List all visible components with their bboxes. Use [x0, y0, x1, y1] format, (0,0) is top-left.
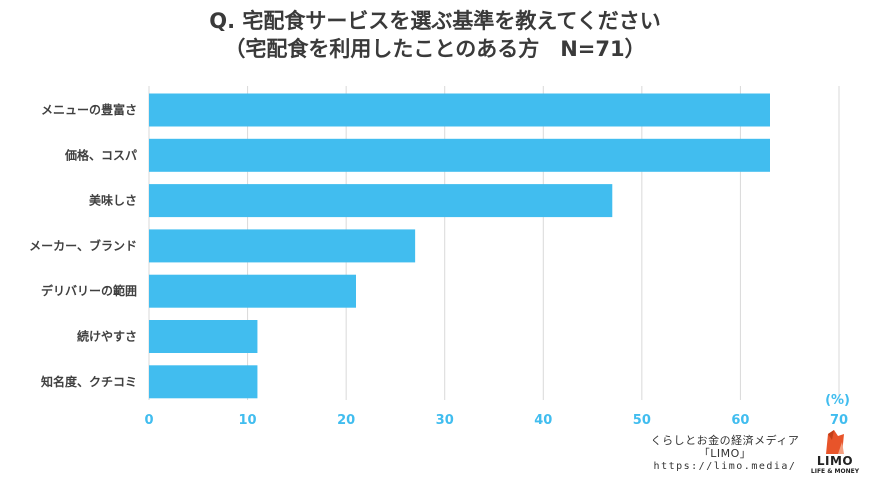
chart-title: Q. 宅配食サービスを選ぶ基準を教えてください [209, 9, 661, 33]
logo-subtext: LIFE & MONEY [810, 468, 860, 475]
x-tick-label: 60 [731, 413, 749, 428]
footer-brand: 「LIMO」 [698, 447, 752, 460]
bar [149, 138, 770, 172]
bar [149, 320, 258, 353]
x-tick-label: 30 [436, 413, 454, 428]
limo-logo: LIMO LIFE & MONEY [810, 428, 860, 480]
bar [149, 365, 258, 399]
x-tick-label: 50 [633, 413, 651, 428]
fox-icon [826, 430, 844, 454]
bar [149, 184, 613, 218]
category-label: 知名度、クチコミ [40, 374, 137, 389]
footer-url[interactable]: https://limo.media/ [653, 461, 797, 472]
x-tick-label: 0 [144, 413, 153, 428]
unit-label: (%) [825, 393, 850, 408]
bar [149, 274, 356, 308]
x-tick-label: 10 [239, 413, 257, 428]
footer-tagline: くらしとお金の経済メディア [650, 434, 800, 447]
footer: くらしとお金の経済メディア 「LIMO」 https://limo.media/ [640, 434, 810, 473]
x-tick-label: 70 [830, 413, 848, 428]
category-label: メニューの豊富さ [41, 102, 137, 117]
x-tick-label: 20 [337, 413, 355, 428]
category-label: 価格、コスパ [64, 147, 137, 162]
bar [149, 93, 770, 127]
bar [149, 229, 416, 263]
logo-text: LIMO [816, 454, 854, 468]
category-label: 美味しさ [89, 193, 137, 208]
chart-subtitle: （宅配食を利用したことのある方 N=71） [224, 37, 646, 61]
category-label: 続けやすさ [77, 329, 137, 344]
category-label: デリバリーの範囲 [41, 283, 137, 298]
x-tick-label: 40 [534, 413, 552, 428]
category-label: メーカー、ブランド [29, 238, 137, 253]
